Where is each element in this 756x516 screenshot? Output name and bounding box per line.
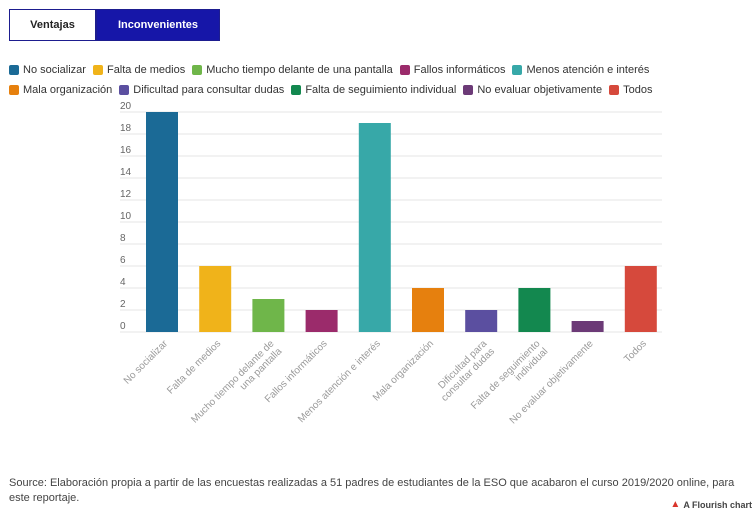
- legend-swatch: [9, 65, 19, 75]
- legend-item[interactable]: Menos atención e interés: [512, 64, 649, 76]
- x-tick-label: No socializar: [122, 338, 171, 387]
- legend-swatch: [291, 85, 302, 95]
- y-tick-label: 6: [120, 255, 126, 266]
- x-tick-label: Todos: [622, 338, 649, 365]
- legend-label: Mala organización: [23, 84, 113, 96]
- y-tick-label: 0: [120, 321, 126, 332]
- bar[interactable]: [358, 123, 391, 332]
- legend-label: Fallos informáticos: [413, 64, 506, 76]
- bar[interactable]: [412, 288, 444, 332]
- y-tick-label: 14: [120, 167, 132, 178]
- bar[interactable]: [465, 310, 498, 332]
- legend-swatch: [119, 85, 130, 95]
- y-tick-label: 20: [120, 101, 132, 112]
- legend-label: No evaluar objetivamente: [477, 84, 603, 96]
- flourish-logo-icon: ▲: [670, 499, 681, 510]
- y-tick-label: 16: [120, 145, 132, 156]
- y-tick-label: 4: [120, 277, 126, 288]
- legend-label: Dificultad para consultar dudas: [133, 84, 285, 96]
- legend-item[interactable]: No evaluar objetivamente: [463, 84, 602, 96]
- x-tick-label: Falta de medios: [165, 338, 223, 396]
- y-tick-label: 10: [120, 211, 132, 222]
- bar[interactable]: [305, 310, 338, 332]
- chart-legend: No socializar Falta de medios Mucho tiempo…: [9, 64, 749, 96]
- tab-inconvenientes[interactable]: Inconvenientes: [96, 9, 220, 41]
- legend-label: Todos: [623, 84, 653, 96]
- legend-item[interactable]: Todos: [609, 84, 652, 96]
- source-note: Source: Elaboración propia a partir de l…: [9, 477, 735, 504]
- legend-item[interactable]: Dificultad para consultar dudas: [119, 84, 284, 96]
- flourish-credit[interactable]: ▲ A Flourish chart: [670, 499, 752, 510]
- y-tick-label: 18: [120, 123, 132, 134]
- y-tick-label: 2: [120, 299, 126, 310]
- legend-label: No socializar: [23, 64, 86, 76]
- legend-item[interactable]: Fallos informáticos: [399, 64, 506, 76]
- tab-ventajas[interactable]: Ventajas: [9, 9, 96, 41]
- legend-swatch: [192, 65, 203, 75]
- legend-swatch: [9, 85, 19, 95]
- bar[interactable]: [518, 288, 551, 332]
- legend-swatch: [399, 65, 410, 75]
- legend-swatch: [512, 65, 523, 75]
- legend-item[interactable]: Falta de medios: [92, 64, 186, 76]
- legend-label: Mucho tiempo delante de una pantalla: [206, 64, 393, 76]
- bar[interactable]: [624, 266, 657, 332]
- legend-swatch: [92, 65, 103, 75]
- legend-swatch: [609, 85, 620, 95]
- flourish-credit-label: A Flourish chart: [683, 499, 752, 510]
- tab-bar: Ventajas Inconvenientes: [9, 9, 220, 41]
- legend-item[interactable]: No socializar: [9, 64, 86, 76]
- legend-label: Falta de seguimiento individual: [305, 84, 457, 96]
- bar[interactable]: [199, 266, 232, 332]
- legend-label: Menos atención e interés: [526, 64, 650, 76]
- legend-item[interactable]: Falta de seguimiento individual: [291, 84, 456, 96]
- bar[interactable]: [571, 321, 604, 332]
- y-tick-label: 12: [120, 189, 132, 200]
- y-tick-label: 8: [120, 233, 126, 244]
- bar[interactable]: [252, 299, 285, 332]
- legend-swatch: [463, 85, 474, 95]
- legend-label: Falta de medios: [106, 64, 186, 76]
- legend-item[interactable]: Mala organización: [9, 84, 112, 96]
- bar[interactable]: [146, 112, 178, 332]
- legend-item[interactable]: Mucho tiempo delante de una pantalla: [192, 64, 393, 76]
